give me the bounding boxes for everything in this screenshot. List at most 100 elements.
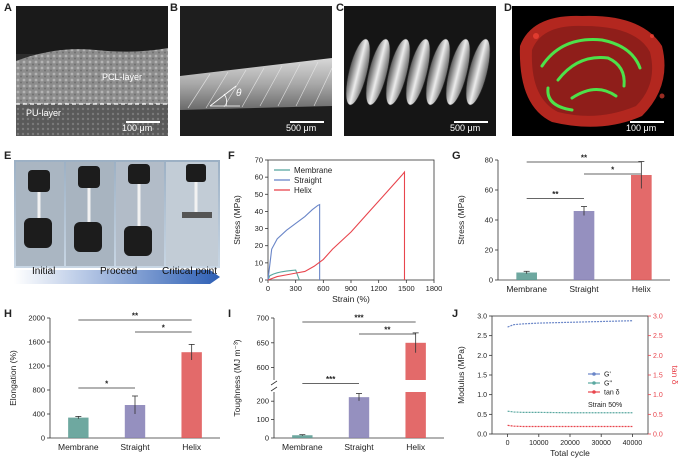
scale-bar	[290, 121, 324, 123]
y-tick-label: 650	[256, 338, 269, 347]
y-tick-label: 60	[485, 186, 493, 195]
y-tick-label: 200	[256, 397, 269, 406]
bar-membrane	[292, 435, 313, 438]
y-axis-label: Modulus (MPa)	[456, 346, 466, 404]
sem-b-graphic	[180, 6, 332, 136]
y-tick-label: 0.0	[477, 432, 487, 439]
y2-tick-label: 0.0	[653, 432, 663, 439]
category-label: Membrane	[506, 284, 547, 294]
series-line-straight	[267, 203, 321, 281]
x-tick-label: 600	[317, 284, 330, 293]
y-tick-label: 30	[255, 224, 263, 233]
plot-frame	[491, 315, 649, 435]
y-tick-label: 0	[259, 276, 263, 285]
y-tick-label: 50	[255, 190, 263, 199]
y2-tick-label: 3.0	[653, 314, 663, 321]
scale-bar-label: 500 μm	[286, 123, 317, 133]
y-tick-label: 0.5	[477, 412, 487, 419]
theta-label: θ	[236, 88, 242, 99]
sem-c-graphic	[344, 6, 496, 136]
significance-label: ***	[326, 375, 336, 384]
panel-label-g: G	[452, 150, 461, 162]
strain-annotation: Strain 50%	[588, 402, 622, 409]
tensile-photos-graphic	[14, 160, 220, 284]
pcl-layer-label: PCL-layer	[102, 72, 143, 82]
bar-straight	[124, 405, 146, 438]
series-line-1	[507, 410, 633, 414]
sem-a-graphic	[16, 6, 168, 136]
bar-straight	[348, 397, 370, 438]
category-label: Membrane	[58, 442, 99, 452]
y2-tick-label: 2.5	[653, 333, 663, 340]
pu-layer-label: PU-layer	[26, 108, 62, 118]
scale-bar-label: 100 μm	[626, 123, 657, 133]
x-tick-label: 30000	[591, 440, 611, 447]
y-tick-label: 0	[265, 434, 269, 443]
legend-marker	[592, 381, 596, 385]
y-tick-label: 10	[255, 258, 263, 267]
x-tick-label: 1500	[398, 284, 415, 293]
significance-label: **	[132, 312, 139, 321]
x-tick-label: 0	[266, 284, 270, 293]
y-tick-label: 0	[489, 276, 493, 285]
series-line-2	[507, 424, 633, 428]
category-label: Membrane	[282, 442, 323, 452]
significance-label: *	[162, 324, 166, 333]
legend-label: Helix	[294, 186, 312, 195]
y-tick-label: 0	[41, 434, 45, 443]
chart-i-toughness-bars: 0 100 200 600 650 700 Toughness (MJ m⁻³) Membra…	[232, 314, 444, 452]
sem-image-b: θ 500 μm	[180, 6, 332, 136]
series-line-helix	[267, 170, 406, 281]
fluorescence-graphic	[519, 15, 665, 127]
legend-label: G"	[604, 381, 612, 388]
legend-label: tan δ	[604, 390, 620, 397]
category-label: Straight	[120, 442, 150, 452]
sem-image-a: PCL-layer PU-layer 100 μm	[16, 6, 168, 136]
legend-marker	[592, 390, 596, 394]
scale-bar-label: 100 μm	[122, 123, 153, 133]
y-tick-label: 100	[256, 415, 269, 424]
x-axis-label: Total cycle	[550, 448, 590, 458]
panel-label-f: F	[228, 150, 235, 162]
y-tick-label: 40	[485, 216, 493, 225]
legend-label: Membrane	[294, 166, 333, 175]
tensile-test-photos: Initial Proceed Critical point	[14, 160, 220, 296]
y-tick-label: 60	[255, 173, 263, 182]
y-tick-label: 800	[32, 386, 45, 395]
significance-label: **	[552, 190, 559, 199]
y2-tick-label: 2.0	[653, 353, 663, 360]
chart-g-stress-bars: 0 20 40 60 80 Stress (MPa) Membrane Straight Hel…	[456, 154, 670, 294]
x-tick-label: 0	[506, 440, 510, 447]
y-tick-label: 2.5	[477, 333, 487, 340]
bar-helix	[181, 352, 202, 438]
significance-label: **	[581, 154, 588, 163]
panel-label-h: H	[4, 308, 12, 320]
scale-bar	[454, 121, 488, 123]
category-label: Straight	[569, 284, 599, 294]
y-tick-label: 80	[485, 156, 493, 165]
y-tick-label: 700	[256, 314, 269, 323]
plot-frame	[267, 159, 435, 281]
axis-break-mark	[270, 386, 278, 392]
series-line-0	[507, 320, 633, 328]
x-tick-label: 1200	[370, 284, 387, 293]
sem-image-c: 500 μm	[344, 6, 496, 136]
stage-label-initial: Initial	[32, 266, 56, 277]
bar-helix-lower	[405, 392, 426, 438]
y-tick-label: 600	[256, 363, 269, 372]
y-tick-label: 2.0	[477, 353, 487, 360]
y2-tick-label: 0.5	[653, 412, 663, 419]
fluorescence-image-d: 100 μm	[512, 6, 674, 136]
y-tick-label: 1200	[28, 362, 45, 371]
x-axis-label: Strain (%)	[332, 294, 370, 304]
category-label: Helix	[632, 284, 652, 294]
panel-label-a: A	[4, 2, 12, 14]
significance-label: *	[611, 166, 615, 175]
panel-label-j: J	[452, 308, 459, 320]
bar-helix-upper	[405, 342, 426, 380]
y2-tick-label: 1.0	[653, 392, 663, 399]
y-axis-label: Stress (MPa)	[232, 195, 242, 245]
category-label: Helix	[182, 442, 202, 452]
y-tick-label: 70	[255, 156, 263, 165]
y2-tick-label: 1.5	[653, 373, 663, 380]
